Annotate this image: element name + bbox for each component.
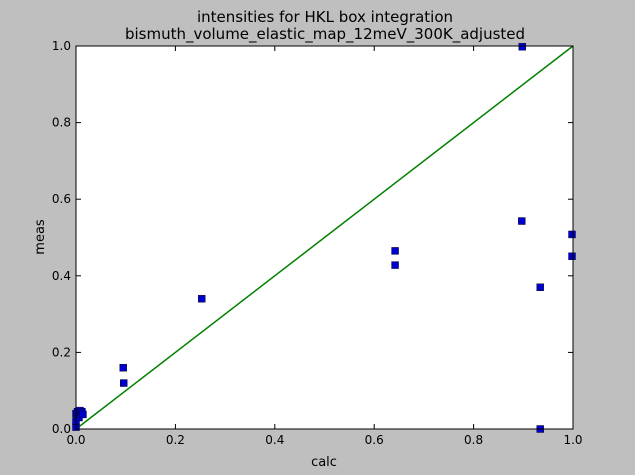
x-tick-label: 0.4	[265, 433, 284, 447]
y-tick-label: 0.8	[52, 116, 71, 130]
data-point	[391, 261, 399, 269]
data-point	[568, 230, 576, 239]
y-tick-label: 0.4	[52, 269, 71, 283]
x-tick-label: 0.2	[166, 433, 185, 447]
x-tick-label: 0.6	[365, 433, 384, 447]
data-point	[119, 364, 127, 372]
y-tick-label: 0.0	[52, 422, 71, 436]
plot-frame	[75, 45, 574, 430]
data-point	[79, 410, 87, 419]
x-axis-label: calc	[311, 455, 337, 470]
data-point	[120, 379, 128, 387]
x-tick-label: 1.0	[563, 433, 582, 447]
data-point	[518, 43, 527, 51]
reference-line	[75, 45, 574, 430]
y-tick-label: 1.0	[52, 39, 71, 53]
data-point	[198, 295, 206, 303]
data-point	[518, 217, 526, 225]
data-point	[391, 247, 399, 255]
chart-title: intensities for HKL box integration	[197, 8, 453, 26]
y-tick-label: 0.6	[52, 192, 71, 206]
x-tick-label: 0.8	[464, 433, 483, 447]
y-axis-label: meas	[33, 219, 48, 255]
data-point	[536, 283, 544, 291]
data-point	[568, 252, 576, 260]
x-tick-label: 0.0	[66, 433, 85, 447]
y-tick-label: 0.2	[52, 345, 71, 359]
chart-subtitle: bismuth_volume_elastic_map_12meV_300K_ad…	[125, 25, 525, 44]
